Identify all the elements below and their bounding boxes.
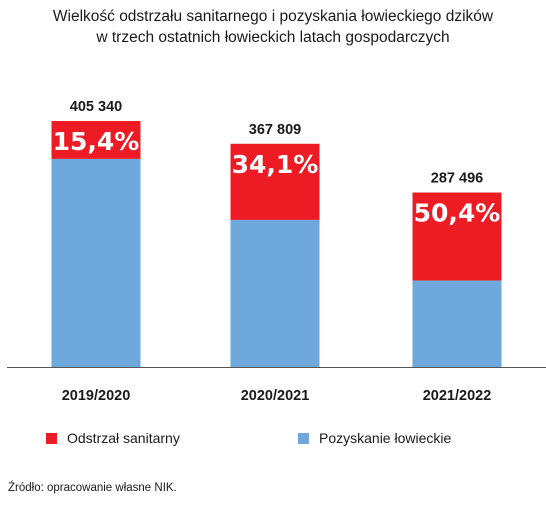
- total-label: 287 496: [431, 171, 483, 187]
- legend-swatch-sanitary: [46, 432, 57, 444]
- bar-hunting-2020-2021: [230, 219, 320, 367]
- x-tick-label: 2021/2022: [423, 388, 492, 404]
- bar-hunting-2021-2022: [412, 280, 502, 367]
- share-label: 15,4%: [53, 127, 140, 156]
- source-note: Źródło: opracowanie własne NIK.: [8, 482, 177, 494]
- legend-label-hunting: Pozyskanie łowieckie: [319, 430, 452, 446]
- share-label: 34,1%: [232, 150, 319, 179]
- legend-label-sanitary: Odstrzał sanitarny: [67, 430, 180, 446]
- chart-title: Wielkość odstrzału sanitarnego i pozyska…: [0, 6, 546, 48]
- bar-hunting-2019-2020: [51, 158, 141, 367]
- legend-swatch-hunting: [298, 432, 309, 444]
- chart-title-line-2: w trzech ostatnich łowieckich latach gos…: [96, 29, 450, 46]
- legend-item-sanitary: Odstrzał sanitarny: [46, 430, 180, 446]
- x-tick-label: 2019/2020: [62, 388, 131, 404]
- share-label: 50,4%: [414, 199, 501, 228]
- bar-sanitary-2020-2021: [230, 143, 320, 220]
- x-tick-label: 2020/2021: [241, 388, 310, 404]
- total-label: 367 809: [249, 122, 301, 138]
- total-label: 405 340: [70, 99, 122, 115]
- chart-title-line-1: Wielkość odstrzału sanitarnego i pozyska…: [52, 8, 494, 25]
- stacked-bar-chart: 15,4% 405 340 2019/2020 34,1% 367 809 2020/20…: [7, 99, 546, 404]
- bar-sanitary-2021-2022: [412, 192, 502, 281]
- bar-sanitary-2019-2020: [51, 121, 141, 159]
- legend-item-hunting: Pozyskanie łowieckie: [298, 430, 451, 446]
